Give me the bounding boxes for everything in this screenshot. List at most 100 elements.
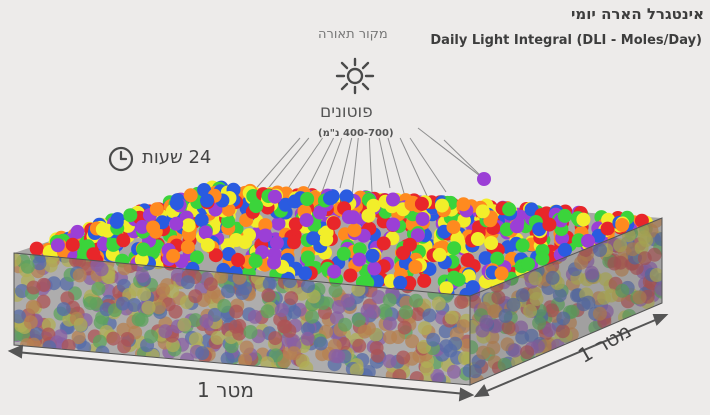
photon bbox=[258, 228, 273, 243]
photon bbox=[323, 191, 337, 206]
photon bbox=[408, 260, 423, 274]
photon bbox=[29, 241, 44, 256]
photon bbox=[515, 238, 530, 253]
width-dimension-arrow bbox=[7, 344, 475, 402]
photon bbox=[376, 236, 391, 251]
photon bbox=[341, 210, 356, 224]
photon bbox=[460, 253, 475, 267]
photon bbox=[386, 217, 401, 232]
photon bbox=[50, 238, 65, 253]
photon bbox=[198, 225, 213, 240]
photon bbox=[221, 214, 236, 229]
photon bbox=[169, 196, 184, 211]
photon-ray bbox=[261, 137, 310, 197]
photon bbox=[208, 248, 223, 263]
photon bbox=[521, 257, 535, 272]
photon bbox=[542, 217, 557, 232]
photon bbox=[535, 251, 550, 266]
photon-ray bbox=[409, 137, 447, 193]
photon bbox=[386, 192, 400, 207]
photon bbox=[451, 272, 466, 287]
photon-ray bbox=[368, 137, 373, 193]
photon bbox=[180, 240, 195, 255]
photon bbox=[267, 189, 282, 204]
photon-ray bbox=[399, 137, 429, 199]
photon bbox=[238, 235, 253, 249]
photon bbox=[116, 233, 131, 248]
light-source-label: מקור תאורה bbox=[318, 27, 388, 42]
photon bbox=[634, 213, 649, 228]
photon bbox=[95, 222, 110, 237]
photon bbox=[146, 220, 161, 235]
photon-ray bbox=[378, 137, 391, 189]
photon bbox=[267, 255, 281, 270]
photon-ray bbox=[443, 139, 485, 180]
depth-dimension-arrow bbox=[473, 314, 669, 398]
photon bbox=[248, 254, 263, 269]
photon bbox=[404, 197, 419, 212]
photon bbox=[200, 193, 214, 208]
photon bbox=[477, 172, 491, 186]
photon bbox=[249, 199, 264, 214]
photon-ray bbox=[387, 137, 407, 201]
duration-label: 24 שעות bbox=[142, 147, 212, 168]
photon bbox=[326, 216, 341, 231]
photon bbox=[557, 208, 572, 223]
photon bbox=[465, 280, 480, 295]
photon bbox=[352, 252, 367, 267]
photon bbox=[415, 212, 430, 226]
photon bbox=[169, 216, 184, 231]
photon bbox=[581, 233, 595, 248]
photon bbox=[347, 223, 362, 238]
photon-pile bbox=[29, 172, 653, 302]
photon bbox=[509, 219, 524, 234]
photons-label: פוטונים bbox=[320, 102, 373, 122]
title-hebrew: אינטגרל הארה יומי bbox=[571, 5, 704, 23]
photon bbox=[258, 218, 273, 233]
photon-ray bbox=[321, 137, 343, 193]
photon bbox=[600, 221, 615, 236]
photon bbox=[402, 237, 417, 252]
photon bbox=[490, 251, 505, 266]
photon bbox=[65, 237, 80, 252]
photon bbox=[288, 217, 303, 232]
photon bbox=[271, 216, 286, 231]
box-side-face bbox=[469, 217, 663, 386]
photon bbox=[447, 241, 462, 256]
photon bbox=[86, 247, 101, 262]
photon bbox=[134, 252, 149, 267]
photon bbox=[336, 246, 351, 261]
photon bbox=[299, 213, 314, 228]
photon-rays bbox=[245, 127, 485, 201]
photon bbox=[410, 228, 425, 243]
photon bbox=[231, 253, 246, 268]
photon bbox=[109, 214, 124, 229]
photon bbox=[393, 275, 408, 290]
photon bbox=[494, 266, 509, 281]
photon-ray bbox=[417, 127, 485, 180]
photon bbox=[135, 219, 150, 234]
photon bbox=[478, 251, 493, 266]
clock-icon bbox=[108, 146, 134, 172]
photon-ray bbox=[286, 137, 323, 191]
photon bbox=[470, 232, 485, 246]
photon bbox=[136, 242, 151, 257]
sun-icon bbox=[335, 57, 375, 95]
photon bbox=[300, 192, 315, 206]
photon bbox=[432, 247, 447, 262]
photon bbox=[435, 198, 449, 213]
photon bbox=[417, 273, 432, 288]
photon bbox=[319, 232, 334, 247]
photon bbox=[484, 236, 499, 250]
photon bbox=[361, 208, 376, 223]
photon bbox=[576, 212, 591, 227]
photon bbox=[365, 248, 380, 263]
photon bbox=[367, 261, 382, 276]
photon bbox=[194, 212, 209, 227]
photon bbox=[269, 235, 284, 250]
photon bbox=[298, 266, 313, 281]
photon bbox=[306, 231, 321, 246]
photon bbox=[446, 220, 461, 235]
photon bbox=[439, 281, 454, 296]
photon-ray bbox=[339, 137, 353, 189]
